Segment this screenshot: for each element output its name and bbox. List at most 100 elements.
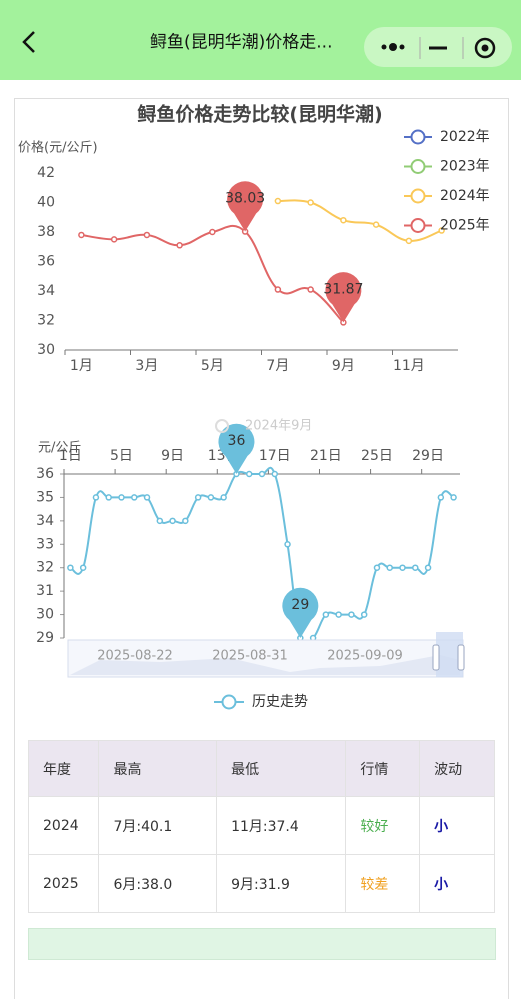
x-tick-label: 3月 (135, 358, 158, 374)
series-line (69, 466, 455, 649)
y-tick-label: 38 (37, 224, 55, 240)
data-point (92, 494, 100, 501)
pin (227, 181, 264, 232)
table-header: 最高 (98, 740, 218, 797)
y-tick-label: 34 (37, 283, 55, 299)
table-row: 2025 6月:38.0 9月:31.9 较差小 (27, 854, 495, 913)
note-box (28, 928, 496, 960)
chart-title: 鲟鱼价格走势比较(昆明华潮) (137, 103, 382, 126)
data-point (438, 227, 445, 234)
table-cell: 较好 (345, 796, 421, 855)
more-button[interactable] (381, 43, 405, 51)
x-tick-label: 9日 (161, 448, 184, 464)
content-card (14, 98, 509, 999)
data-point (399, 564, 406, 571)
data-point (424, 564, 432, 571)
table-header: 行情 (345, 740, 421, 797)
page-title: 鲟鱼(昆明华潮)价格走... (150, 32, 333, 53)
data-point (194, 494, 202, 501)
y-tick-label: 30 (36, 607, 54, 623)
data-point (284, 541, 291, 548)
table-cell: 9月:31.9 (216, 854, 347, 913)
data-point (67, 564, 74, 571)
summary-table: 年度 最高 最低 行情 波动 2024 7月:40.1 11月:37.4 较好小 2025 6月:… (27, 740, 495, 913)
pin-label: 31.87 (323, 281, 363, 297)
table-cell: 11月:37.4 (216, 796, 347, 855)
data-point (105, 494, 112, 501)
table-cell: 6月:38.0 (98, 854, 218, 913)
pin (325, 272, 362, 323)
x-tick-label: 1月 (70, 358, 93, 374)
y-tick-label: 29 (36, 630, 54, 646)
table-cell: 较差 (345, 854, 421, 913)
data-point (78, 231, 85, 239)
data-point (207, 494, 215, 501)
legend-marker (410, 188, 426, 204)
x-tick-label: 7月 (266, 358, 289, 374)
table-row: 2024 7月:40.1 11月:37.4 较好小 (27, 796, 495, 855)
data-point (437, 494, 445, 501)
data-point (209, 228, 216, 236)
table-header: 波动 (419, 740, 495, 797)
data-point (307, 199, 314, 206)
table-cell: 2024 (27, 796, 100, 855)
pin (218, 423, 255, 474)
data-point (271, 470, 279, 478)
table-header: 最低 (216, 740, 347, 797)
table-cell: 7月:40.1 (98, 796, 218, 855)
data-point (143, 231, 151, 239)
y-tick-label: 33 (36, 536, 54, 552)
charts: 鲟鱼价格走势比较(昆明华潮) 价格(元/公斤) 30 32 34 36 38 40 42 1月 3月… (18, 103, 490, 711)
x-tick-label: 5日 (110, 448, 133, 464)
x-tick-label: 11月 (393, 358, 425, 374)
zoom-handle (457, 644, 465, 671)
top-bar-icons (22, 27, 512, 67)
data-point (322, 611, 330, 618)
legend-marker (221, 694, 237, 710)
legend-marker (410, 129, 426, 145)
zoom-label: 2025-08-31 (212, 649, 288, 664)
data-point (307, 286, 314, 293)
data-point (386, 564, 393, 571)
series-line (277, 199, 442, 242)
zoom-handle (432, 644, 440, 671)
pin (282, 587, 319, 638)
data-point (274, 286, 282, 293)
data-point (110, 236, 118, 243)
back-button[interactable] (22, 31, 35, 53)
x-tick-label: 17日 (259, 448, 291, 464)
data-point (372, 221, 380, 228)
zoom-label: 2025-09-09 (327, 649, 403, 664)
legend-label: 2024年 (440, 188, 490, 204)
y-axis-label: 元/公斤 (38, 441, 81, 456)
data-point (274, 197, 282, 205)
close-button[interactable] (474, 37, 496, 59)
series-line (81, 224, 345, 324)
y-tick-label: 31 (36, 583, 54, 599)
data-point (176, 242, 183, 249)
y-tick-label: 40 (37, 195, 55, 211)
data-point (348, 611, 355, 618)
pin-label: 36 (228, 433, 246, 449)
table-cell: 2025 (27, 854, 100, 913)
y-tick-label: 32 (37, 313, 55, 329)
legend-label: 2023年 (440, 159, 490, 175)
x-tick-label: 5月 (201, 358, 224, 374)
data-point (220, 494, 227, 501)
table-cell: 小 (419, 854, 495, 913)
pin-label: 38.03 (225, 191, 265, 207)
legend-label: 2025年 (440, 218, 490, 234)
data-point (335, 611, 342, 618)
legend-label: 历史走势 (252, 694, 308, 710)
data-point (182, 517, 189, 525)
x-tick-label: 1日 (59, 448, 82, 464)
x-tick-label: 29日 (412, 448, 444, 464)
data-point (360, 611, 368, 618)
y-tick-label: 36 (37, 254, 55, 270)
table-header: 年度 (27, 740, 100, 797)
table-cell: 小 (419, 796, 495, 855)
y-tick-label: 34 (36, 513, 54, 529)
y-axis-label: 价格(元/公斤) (18, 140, 98, 156)
legend-marker (410, 218, 426, 233)
